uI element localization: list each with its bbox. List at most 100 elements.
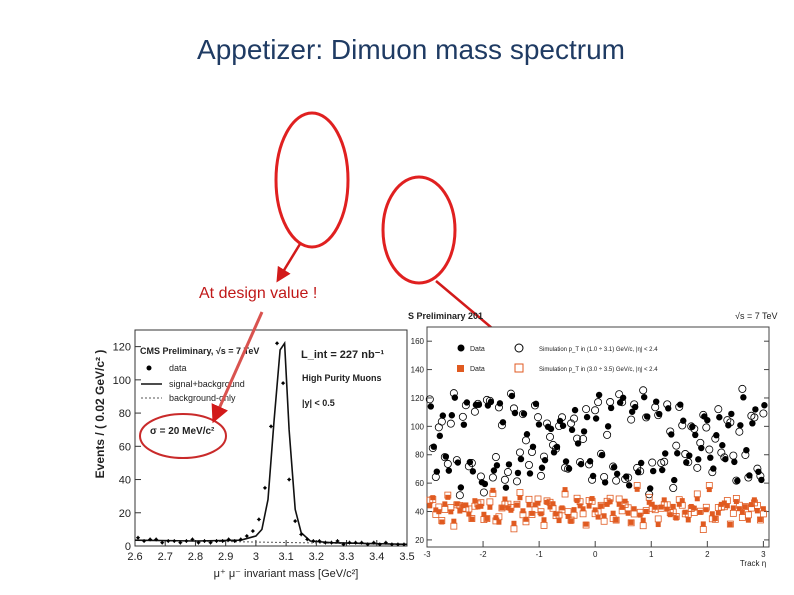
data-black-point bbox=[499, 419, 507, 426]
legend-marker-data bbox=[146, 365, 152, 371]
data-black-point bbox=[680, 417, 687, 424]
sim-orange-point bbox=[753, 501, 761, 509]
sim-black-point bbox=[612, 476, 621, 485]
data-point bbox=[251, 529, 255, 533]
data-black-point bbox=[707, 454, 714, 461]
sim-black-point bbox=[705, 445, 714, 454]
sim-black-point bbox=[524, 460, 533, 469]
data-orange-point bbox=[727, 521, 733, 527]
right-plot: S Preliminary 201 √s = 7 TeV Track η 204… bbox=[408, 311, 778, 568]
data-point bbox=[336, 539, 339, 543]
data-black-point bbox=[643, 413, 651, 420]
data-black-point bbox=[541, 456, 549, 464]
resolution-highlight-circle bbox=[139, 413, 227, 459]
data-orange-point bbox=[685, 517, 691, 523]
data-orange-point bbox=[532, 502, 538, 508]
data-black-point bbox=[565, 465, 573, 472]
data-black-point bbox=[713, 432, 720, 439]
data-point bbox=[154, 537, 158, 541]
data-black-point bbox=[698, 444, 705, 452]
data-orange-point bbox=[604, 501, 610, 507]
data-black-point bbox=[646, 485, 654, 492]
sim-black-point bbox=[558, 413, 567, 422]
data-point bbox=[372, 541, 376, 545]
sim-black-point bbox=[624, 473, 633, 482]
data-orange-point bbox=[694, 496, 700, 502]
data-black-point bbox=[520, 410, 528, 417]
right-xtick-label: -2 bbox=[480, 550, 488, 559]
data-black-point bbox=[649, 467, 657, 475]
data-black-point bbox=[451, 394, 459, 401]
sim-black-point bbox=[660, 457, 669, 466]
data-point bbox=[269, 424, 273, 428]
data-orange-point bbox=[697, 509, 703, 515]
data-black-point bbox=[526, 470, 534, 477]
data-orange-point bbox=[430, 495, 436, 501]
data-orange-point bbox=[595, 514, 601, 520]
data-orange-point bbox=[445, 494, 451, 500]
data-orange-point bbox=[523, 516, 529, 522]
data-point bbox=[330, 541, 333, 545]
data-orange-point bbox=[646, 499, 652, 505]
sim-black-point bbox=[759, 409, 768, 418]
data-orange-point bbox=[562, 487, 568, 493]
data-black-point bbox=[613, 470, 621, 478]
left-plot-rapidity-label: |y| < 0.5 bbox=[302, 398, 335, 408]
sim-orange-point bbox=[525, 495, 533, 503]
data-orange-point bbox=[730, 505, 736, 511]
data-black-point bbox=[704, 416, 711, 424]
left-xtick-label: 2.8 bbox=[188, 551, 203, 563]
data-point bbox=[317, 539, 321, 543]
data-point bbox=[305, 537, 309, 541]
data-black-point bbox=[454, 459, 462, 466]
right-ytick-label: 20 bbox=[415, 536, 424, 545]
data-point bbox=[142, 539, 146, 543]
data-orange-point bbox=[589, 496, 595, 502]
data-black-point bbox=[496, 400, 504, 407]
legend-label-data-orange: Data bbox=[470, 366, 485, 373]
data-orange-point bbox=[700, 521, 706, 527]
highlight-circle-left bbox=[274, 111, 350, 249]
data-black-point bbox=[734, 477, 741, 485]
data-black-point bbox=[523, 431, 531, 438]
data-black-point bbox=[442, 453, 450, 460]
data-black-point bbox=[740, 394, 747, 401]
sim-orange-point bbox=[627, 519, 635, 527]
data-orange-point bbox=[691, 505, 697, 511]
data-point bbox=[215, 539, 219, 543]
data-black-point bbox=[583, 413, 591, 421]
sim-black-point bbox=[672, 441, 681, 450]
data-orange-point bbox=[529, 510, 535, 516]
sim-orange-point bbox=[510, 525, 518, 533]
data-orange-point bbox=[715, 510, 721, 516]
left-plot-selection-label: High Purity Muons bbox=[302, 373, 382, 383]
data-orange-point bbox=[490, 487, 496, 493]
data-black-point bbox=[653, 398, 660, 405]
data-black-point bbox=[577, 460, 585, 468]
data-orange-point bbox=[610, 510, 616, 516]
data-black-point bbox=[749, 420, 756, 427]
data-point bbox=[239, 537, 243, 541]
left-ytick-label: 40 bbox=[119, 475, 131, 487]
data-black-point bbox=[619, 394, 627, 401]
sim-black-point bbox=[533, 413, 542, 422]
data-orange-point bbox=[535, 500, 541, 506]
data-black-point bbox=[538, 464, 546, 471]
data-point bbox=[390, 542, 394, 546]
data-black-point bbox=[752, 406, 759, 413]
data-black-point bbox=[481, 480, 489, 488]
data-black-point bbox=[677, 401, 684, 408]
data-orange-point bbox=[439, 519, 445, 525]
data-black-point bbox=[457, 484, 465, 491]
data-point bbox=[384, 541, 388, 545]
sim-black-point bbox=[443, 459, 452, 468]
sim-black-point bbox=[726, 418, 735, 427]
design-value-annotation: At design value ! bbox=[199, 285, 318, 302]
data-orange-point bbox=[649, 501, 655, 507]
data-orange-point bbox=[556, 518, 562, 524]
data-black-point bbox=[640, 393, 648, 401]
legend-marker-sim-black bbox=[514, 343, 524, 353]
sim-black-point bbox=[627, 415, 636, 424]
data-orange-point bbox=[616, 501, 622, 507]
sim-orange-point bbox=[699, 526, 707, 533]
